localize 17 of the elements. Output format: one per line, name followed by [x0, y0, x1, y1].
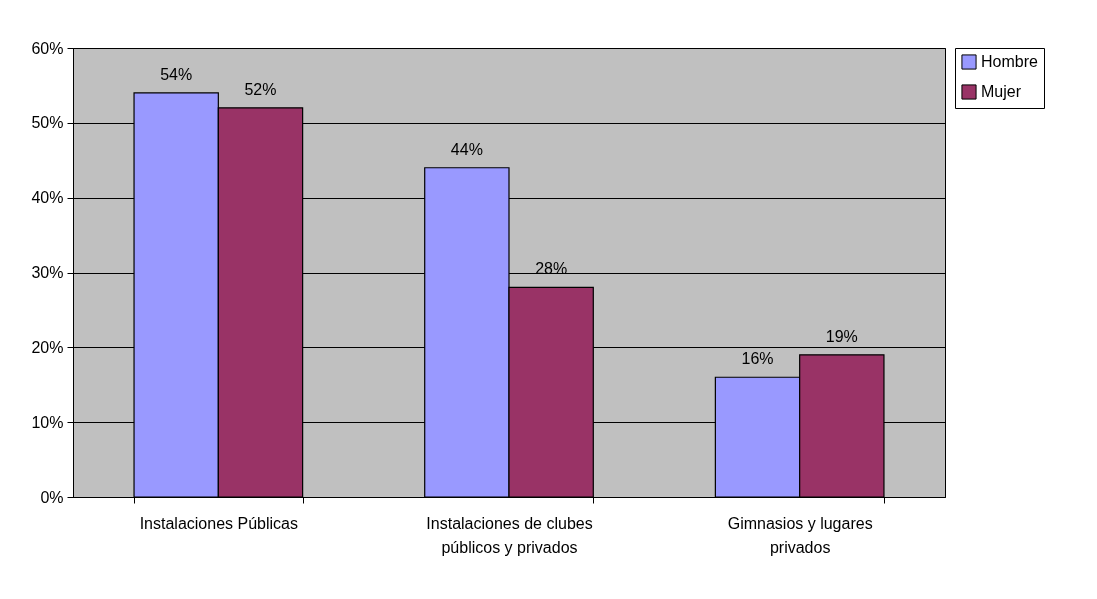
data-label: 16%	[741, 350, 774, 368]
data-label: 19%	[825, 327, 858, 345]
x-tick-label: Gimnasios y lugares privados	[727, 514, 873, 556]
y-tick-label: 60%	[31, 39, 64, 57]
y-tick-label: 40%	[31, 189, 64, 207]
y-tick-label: 30%	[31, 264, 64, 281]
data-label: 52%	[244, 80, 277, 98]
y-tick-label: 50%	[31, 114, 64, 132]
legend-label: Mujer	[981, 83, 1022, 100]
x-tick-label: Instalaciones de clubes públicos y privados	[426, 514, 593, 556]
data-label: 44%	[450, 140, 483, 158]
y-tick-label: 20%	[31, 338, 64, 356]
x-tick-label: Instalaciones Públicas	[139, 514, 298, 532]
legend-label: Hombre	[981, 53, 1039, 70]
y-tick-label: 10%	[31, 413, 64, 431]
data-label: 54%	[160, 65, 193, 83]
y-tick-label: 0%	[40, 488, 64, 506]
